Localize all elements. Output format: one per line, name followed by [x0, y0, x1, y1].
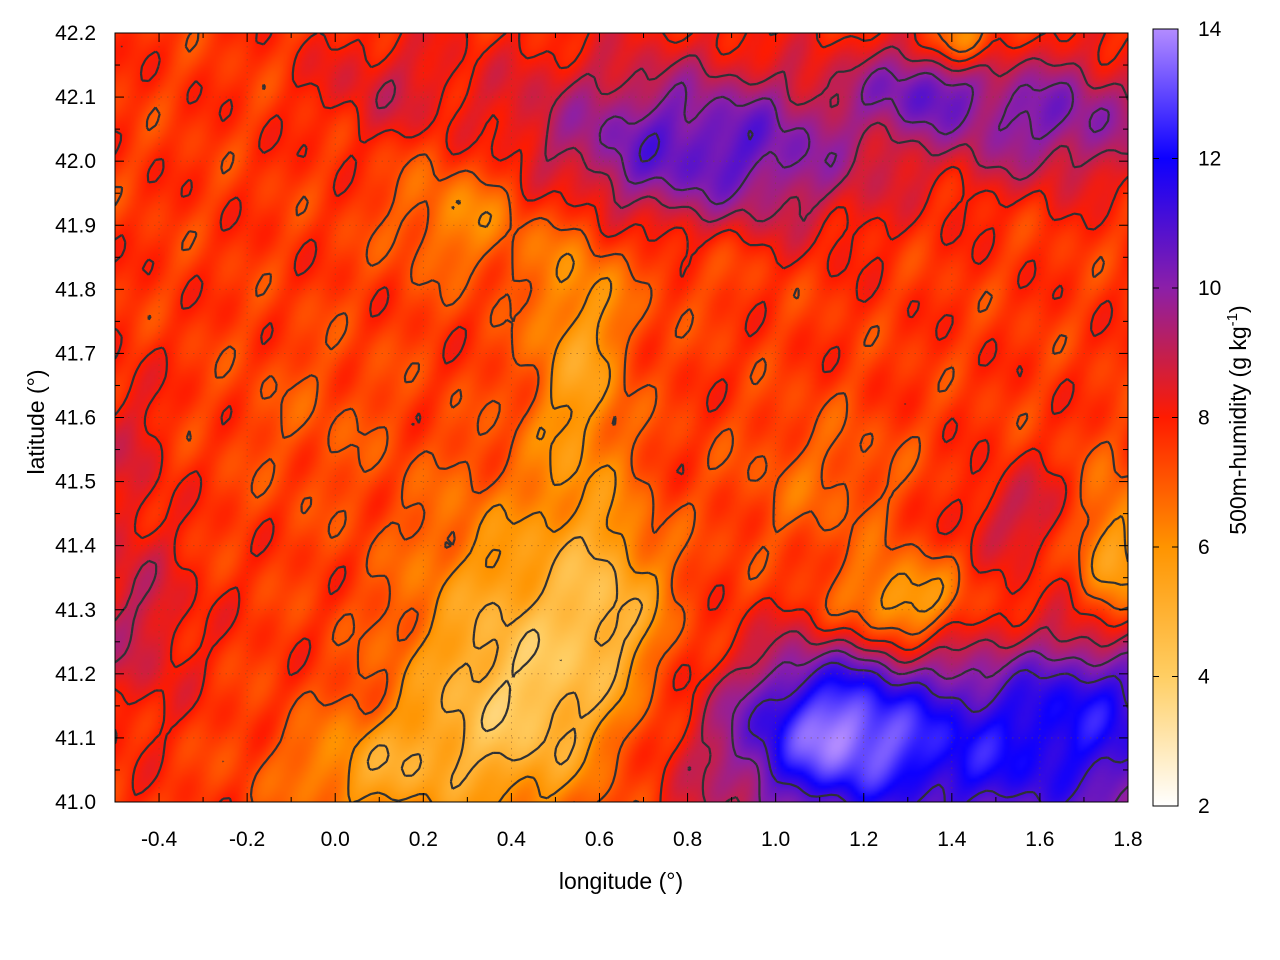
contour-line-5	[366, 535, 644, 790]
y-tick-label: 41.1	[55, 727, 96, 750]
y-tick-label: 42.1	[55, 86, 96, 109]
colorbar-tick-label: 8	[1198, 407, 1210, 430]
x-tick-label: -0.4	[141, 828, 178, 851]
colorbar-tick-label: 2	[1198, 795, 1210, 818]
y-axis-title: latitude (°)	[23, 369, 49, 474]
colorbar-tick-label: 12	[1198, 148, 1221, 171]
y-tick-label: 41.9	[55, 214, 96, 237]
colorbar-tick-label: 6	[1198, 536, 1210, 559]
colorbar-tick-label: 10	[1198, 277, 1221, 300]
y-tick-label: 41.0	[55, 791, 96, 814]
y-tick-label: 41.4	[55, 535, 96, 558]
y-tick-label: 41.3	[55, 599, 96, 622]
x-tick-label: -0.2	[229, 828, 265, 851]
contour-line-7	[115, 33, 1128, 802]
y-tick-label: 42.0	[55, 150, 96, 173]
colorbar-title: 500m-humidity (g kg-1)	[1224, 305, 1251, 534]
x-tick-label: 0.2	[409, 828, 438, 851]
colorbar-tick-label: 14	[1198, 18, 1222, 41]
grid-lines	[115, 33, 1128, 802]
x-tick-label: 0.6	[585, 828, 614, 851]
x-axis-ticks: -0.4 -0.2 0.0 0.2 0.4 0.6 0.8 1.0 1.2 1.4 1.6 1.8	[141, 33, 1143, 851]
colorbar-tick-label: 4	[1198, 666, 1210, 689]
x-axis-title: longitude (°)	[559, 868, 683, 894]
colorbar-title-end: )	[1225, 305, 1251, 313]
y-tick-label: 41.6	[55, 407, 96, 430]
plot-area	[115, 33, 1128, 802]
y-tick-label: 41.5	[55, 471, 96, 494]
colorbar-ticks: 2 4 6 8 10 12 14	[1153, 18, 1222, 818]
contour-lines	[115, 33, 1128, 802]
x-tick-label: 1.0	[761, 828, 790, 851]
x-tick-label: 1.4	[937, 828, 967, 851]
y-tick-label: 41.2	[55, 663, 96, 686]
x-tick-label: 0.0	[321, 828, 350, 851]
x-tick-label: 1.6	[1025, 828, 1054, 851]
contour-line-4	[480, 628, 562, 733]
x-tick-label: 0.8	[673, 828, 702, 851]
x-tick-label: 1.2	[849, 828, 878, 851]
contour-line-9	[115, 45, 1128, 802]
contour-line-11	[638, 129, 1128, 802]
y-tick-label: 42.2	[55, 22, 96, 45]
x-tick-label: 0.4	[497, 828, 527, 851]
colorbar-title-main: 500m-humidity (g kg	[1225, 326, 1251, 534]
y-tick-label: 41.8	[55, 278, 96, 301]
y-axis-ticks: 41.0 41.1 41.2 41.3 41.4 41.5 41.6 41.7 41.8 41.9…	[55, 22, 1128, 814]
colorbar-title-sup: -1	[1224, 313, 1241, 326]
y-tick-label: 41.7	[55, 342, 96, 365]
heatmap-field	[115, 33, 1128, 802]
x-tick-label: 1.8	[1113, 828, 1142, 851]
